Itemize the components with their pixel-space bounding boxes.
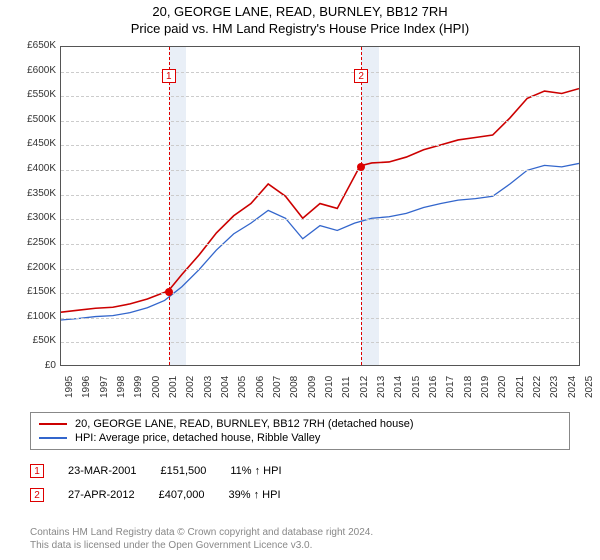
x-tick-label: 2012 <box>359 376 367 398</box>
x-tick-label: 1999 <box>133 376 141 398</box>
x-tick-label: 2016 <box>428 376 436 398</box>
legend-swatch <box>39 437 67 439</box>
y-tick-label: £150K <box>14 286 56 297</box>
sale-delta: 39% ↑ HPI <box>229 489 281 501</box>
gridline <box>61 342 579 343</box>
chart-container: 20, GEORGE LANE, READ, BURNLEY, BB12 7RH… <box>0 0 600 560</box>
x-tick-label: 2010 <box>324 376 332 398</box>
x-tick-label: 2009 <box>307 376 315 398</box>
x-tick-label: 2017 <box>445 376 453 398</box>
x-tick-label: 1995 <box>64 376 72 398</box>
marker-label: 1 <box>162 69 176 83</box>
x-tick-label: 1998 <box>116 376 124 398</box>
y-tick-label: £250K <box>14 237 56 248</box>
y-tick-label: £50K <box>14 335 56 346</box>
sale-date: 23-MAR-2001 <box>68 465 136 477</box>
legend-label: 20, GEORGE LANE, READ, BURNLEY, BB12 7RH… <box>75 418 414 430</box>
sale-point <box>357 163 365 171</box>
y-tick-label: £550K <box>14 89 56 100</box>
sale-row: 2 27-APR-2012 £407,000 39% ↑ HPI <box>30 488 570 502</box>
sale-date: 27-APR-2012 <box>68 489 135 501</box>
credit-text: Contains HM Land Registry data © Crown c… <box>30 526 570 552</box>
sale-delta: 11% ↑ HPI <box>230 465 281 477</box>
plot-area: 12 <box>60 46 580 366</box>
y-tick-label: £400K <box>14 163 56 174</box>
y-tick-label: £500K <box>14 114 56 125</box>
gridline <box>61 170 579 171</box>
chart-title: 20, GEORGE LANE, READ, BURNLEY, BB12 7RH <box>0 0 600 19</box>
x-tick-label: 2006 <box>255 376 263 398</box>
gridline <box>61 318 579 319</box>
x-tick-label: 2011 <box>341 376 349 398</box>
x-tick-label: 2002 <box>185 376 193 398</box>
legend: 20, GEORGE LANE, READ, BURNLEY, BB12 7RH… <box>30 412 570 450</box>
x-tick-label: 2007 <box>272 376 280 398</box>
legend-row: HPI: Average price, detached house, Ribb… <box>39 431 561 445</box>
gridline <box>61 72 579 73</box>
x-tick-label: 2023 <box>549 376 557 398</box>
x-tick-label: 2020 <box>497 376 505 398</box>
sale-marker-icon: 2 <box>30 488 44 502</box>
legend-row: 20, GEORGE LANE, READ, BURNLEY, BB12 7RH… <box>39 417 561 431</box>
x-tick-label: 2018 <box>463 376 471 398</box>
y-tick-label: £300K <box>14 212 56 223</box>
x-tick-label: 2019 <box>480 376 488 398</box>
y-tick-label: £600K <box>14 65 56 76</box>
x-tick-label: 2024 <box>567 376 575 398</box>
x-tick-label: 2001 <box>168 376 176 398</box>
sale-row: 1 23-MAR-2001 £151,500 11% ↑ HPI <box>30 464 570 478</box>
y-tick-label: £200K <box>14 262 56 273</box>
marker-label: 2 <box>354 69 368 83</box>
y-tick-label: £650K <box>14 40 56 51</box>
x-tick-label: 2005 <box>237 376 245 398</box>
y-tick-label: £450K <box>14 138 56 149</box>
x-tick-label: 2015 <box>411 376 419 398</box>
legend-swatch <box>39 423 67 425</box>
gridline <box>61 96 579 97</box>
x-tick-label: 2014 <box>393 376 401 398</box>
marker-line <box>169 47 170 365</box>
series-hpi <box>61 163 579 320</box>
series-property <box>61 89 579 313</box>
x-tick-label: 2003 <box>203 376 211 398</box>
x-tick-label: 2000 <box>151 376 159 398</box>
gridline <box>61 195 579 196</box>
gridline <box>61 293 579 294</box>
marker-line <box>361 47 362 365</box>
y-tick-label: £0 <box>14 360 56 371</box>
sale-price: £151,500 <box>160 465 206 477</box>
x-tick-label: 2022 <box>532 376 540 398</box>
sale-marker-icon: 1 <box>30 464 44 478</box>
x-tick-label: 2013 <box>376 376 384 398</box>
x-tick-label: 1997 <box>99 376 107 398</box>
x-tick-label: 2021 <box>515 376 523 398</box>
y-tick-label: £350K <box>14 188 56 199</box>
x-tick-label: 2004 <box>220 376 228 398</box>
sale-price: £407,000 <box>159 489 205 501</box>
gridline <box>61 219 579 220</box>
x-tick-label: 2025 <box>584 376 592 398</box>
chart-subtitle: Price paid vs. HM Land Registry's House … <box>0 19 600 36</box>
gridline <box>61 145 579 146</box>
chart: 12 £0£50K£100K£150K£200K£250K£300K£350K£… <box>14 46 586 406</box>
gridline <box>61 269 579 270</box>
y-tick-label: £100K <box>14 311 56 322</box>
gridline <box>61 121 579 122</box>
x-tick-label: 1996 <box>81 376 89 398</box>
legend-label: HPI: Average price, detached house, Ribb… <box>75 432 320 444</box>
gridline <box>61 244 579 245</box>
sale-point <box>165 288 173 296</box>
x-tick-label: 2008 <box>289 376 297 398</box>
